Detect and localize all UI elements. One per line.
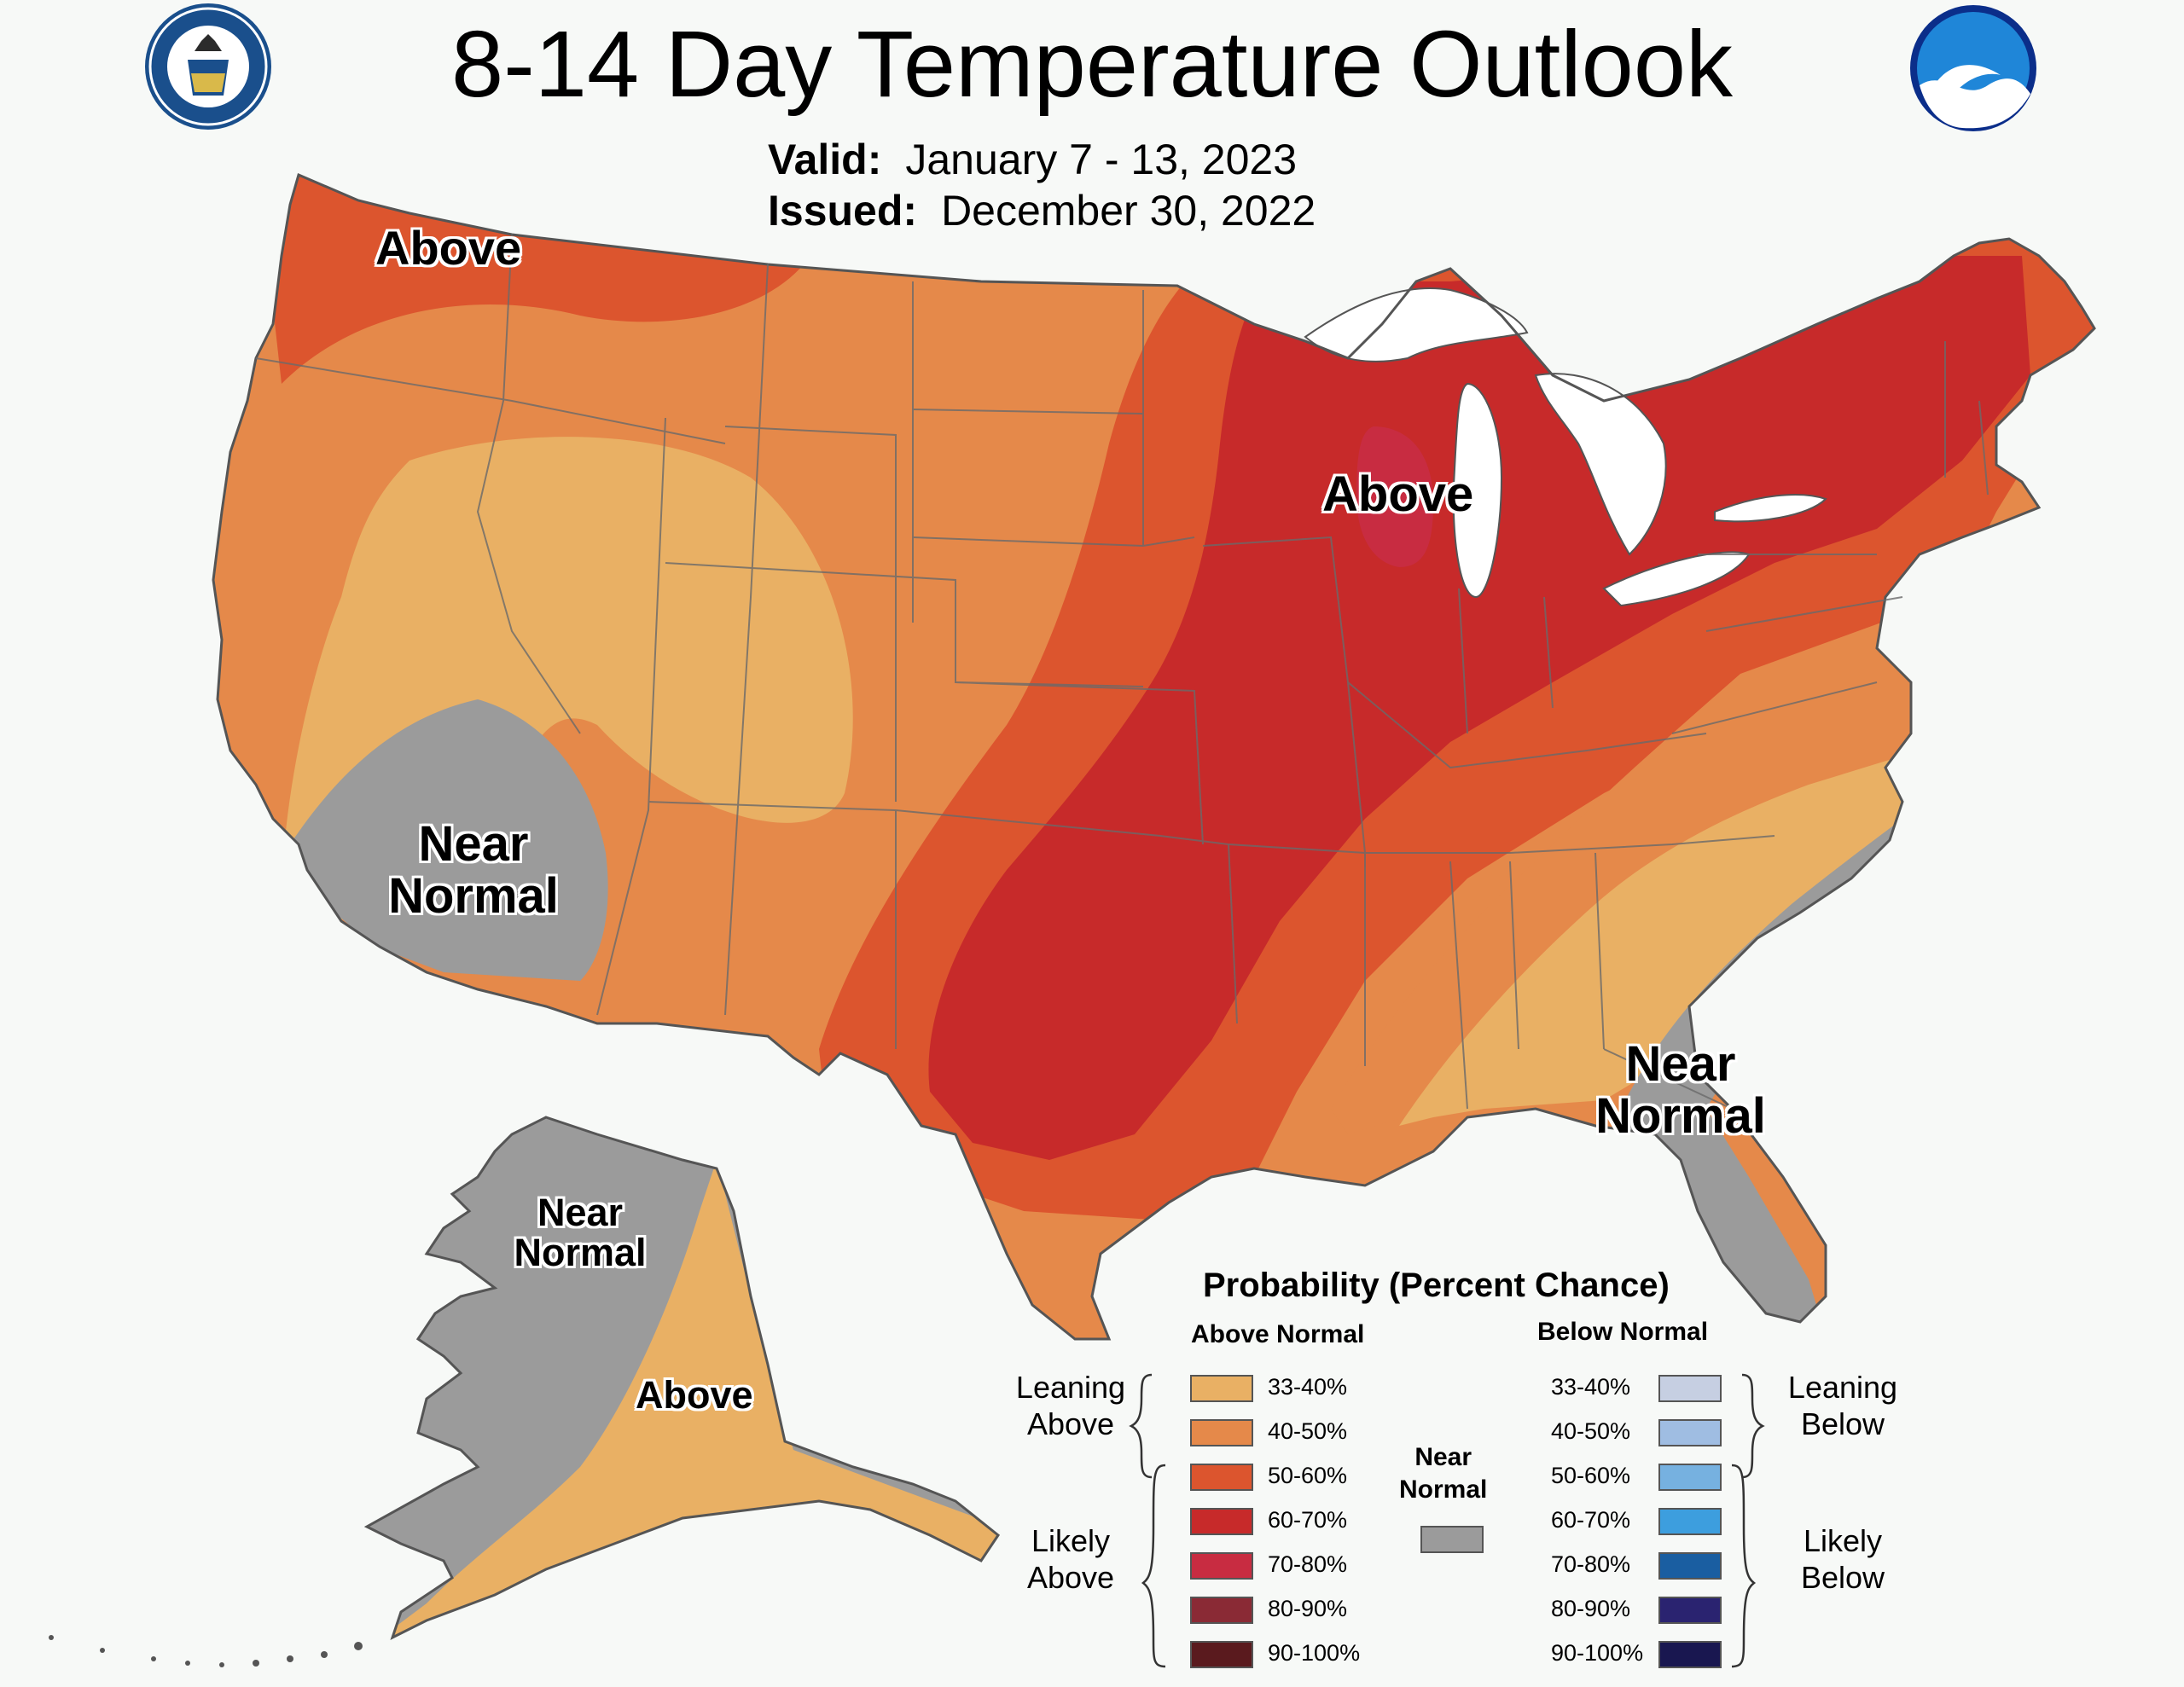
legend-swatch-above-3 — [1190, 1508, 1253, 1535]
legend-label-below-1: 40-50% — [1551, 1418, 1631, 1444]
legend-swatch-below-0 — [1658, 1375, 1722, 1402]
legend-label-below-4: 70-80% — [1551, 1551, 1631, 1577]
legend-label-below-2: 50-60% — [1551, 1463, 1631, 1488]
legend-likely-below: Likely Below — [1800, 1523, 1885, 1596]
legend-swatch-above-2 — [1190, 1464, 1253, 1491]
zone-southwest-near-normal — [290, 699, 608, 981]
legend-swatch-above-1 — [1190, 1419, 1253, 1446]
valid-label: Valid: — [768, 136, 882, 183]
legend-label-above-1: 40-50% — [1268, 1418, 1348, 1444]
legend-label-below-5: 80-90% — [1551, 1596, 1631, 1621]
commerce-seal-icon — [145, 3, 271, 130]
label-alaska-near-normal: Near Normal — [514, 1191, 647, 1275]
legend-likely-above: Likely Above — [1026, 1523, 1115, 1596]
legend-label-above-5: 80-90% — [1268, 1596, 1348, 1621]
legend-label-above-2: 50-60% — [1268, 1463, 1348, 1488]
legend-swatch-below-4 — [1658, 1552, 1722, 1580]
zone-central-east-60-70 — [928, 256, 2030, 1160]
legend-swatch-above-6 — [1190, 1641, 1253, 1668]
legend-label-below-3: 60-70% — [1551, 1507, 1631, 1533]
lake-superior — [1304, 287, 1529, 362]
label-northwest-above: Above — [375, 221, 522, 275]
legend-leaning-above: Leaning Above — [1015, 1370, 1126, 1442]
conus-outline — [212, 172, 2096, 1341]
lake-ontario — [1714, 494, 1827, 523]
legend-swatch-below-5 — [1658, 1597, 1722, 1624]
legend-swatch-above-4 — [1190, 1552, 1253, 1580]
legend-leaning-below: Leaning Below — [1787, 1370, 1898, 1442]
issued-label: Issued: — [768, 187, 918, 235]
alaska-outline — [363, 1116, 1001, 1640]
issued-date: December 30, 2022 — [941, 187, 1316, 235]
legend-swatch-below-1 — [1658, 1419, 1722, 1446]
legend-swatch-below-2 — [1658, 1464, 1722, 1491]
legend-near-normal-label: Near Normal — [1399, 1443, 1488, 1504]
legend-above-header: Above Normal — [1191, 1320, 1365, 1348]
valid-line: Valid: January 7 - 13, 2023 — [768, 135, 1297, 184]
label-southwest-near-normal: Near Normal — [388, 816, 559, 924]
legend-swatch-near-normal — [1420, 1526, 1484, 1553]
legend-label-above-4: 70-80% — [1268, 1551, 1348, 1577]
legend-swatch-above-5 — [1190, 1597, 1253, 1624]
legend-label-above-3: 60-70% — [1268, 1507, 1348, 1533]
legend-swatch-above-0 — [1190, 1375, 1253, 1402]
legend-swatch-below-3 — [1658, 1508, 1722, 1535]
zone-wisconsin-70-80 — [1356, 426, 1433, 567]
issued-line: Issued: December 30, 2022 — [768, 186, 1316, 235]
noaa-logo-icon — [1910, 5, 2036, 131]
legend-label-below-6: 90-100% — [1551, 1640, 1644, 1666]
conus-probability-zones — [213, 175, 2094, 1339]
label-great-lakes-above: Above — [1322, 467, 1474, 522]
state-borders — [255, 234, 1989, 1110]
zone-southeast-33-40 — [1399, 751, 1920, 1126]
legend-label-below-0: 33-40% — [1551, 1374, 1631, 1400]
legend-label-above-6: 90-100% — [1268, 1640, 1361, 1666]
label-alaska-above: Above — [636, 1373, 753, 1417]
legend-label-above-0: 33-40% — [1268, 1374, 1348, 1400]
label-southeast-near-normal: Near Normal — [1595, 1036, 1766, 1144]
lake-michigan — [1452, 382, 1503, 599]
aleutian-islands — [49, 1635, 363, 1667]
legend-below-header: Below Normal — [1537, 1318, 1709, 1346]
legend-title: Probability (Percent Chance) — [1203, 1267, 1670, 1304]
page-title: 8-14 Day Temperature Outlook — [450, 12, 1734, 117]
valid-dates: January 7 - 13, 2023 — [905, 136, 1298, 183]
legend-swatch-below-6 — [1658, 1641, 1722, 1668]
zone-southeast-40-50 — [1331, 606, 1945, 1134]
